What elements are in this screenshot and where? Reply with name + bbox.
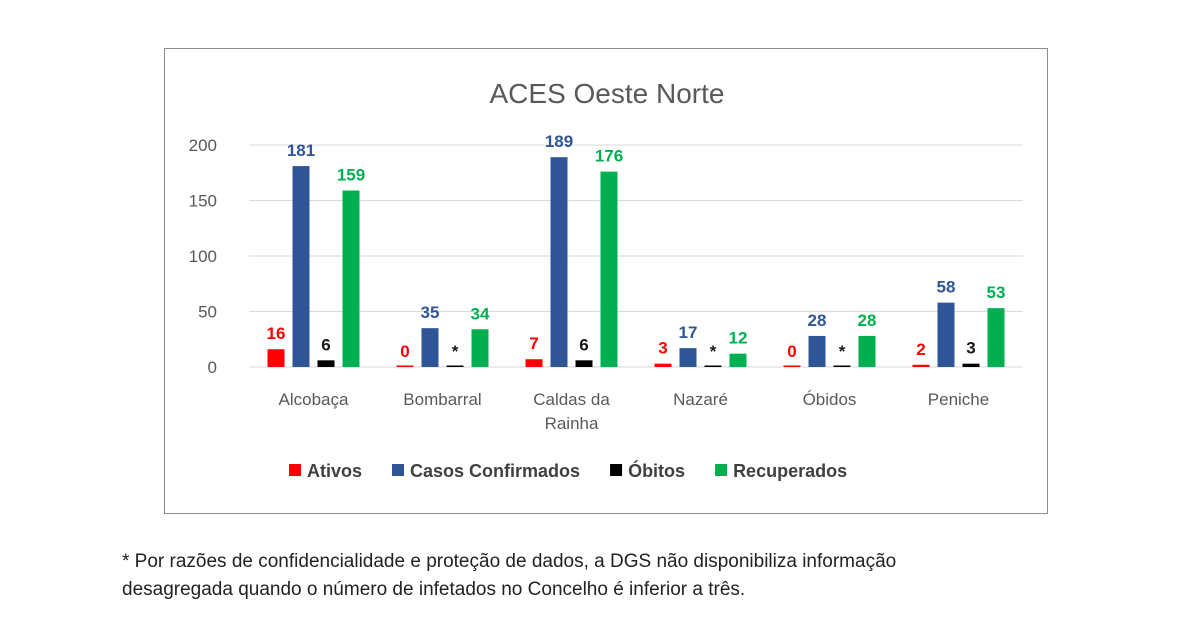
y-tick-label: 150: [189, 192, 217, 211]
bar-óbitos: [446, 365, 464, 367]
data-label: 0: [787, 342, 796, 361]
bar-casos-confirmados: [421, 328, 439, 367]
legend-label: Ativos: [307, 461, 362, 481]
legend-swatch: [715, 464, 728, 476]
bar-óbitos: [833, 365, 851, 367]
data-label: 189: [545, 132, 573, 151]
bar-recuperados: [600, 171, 618, 367]
bar-ativos: [654, 363, 672, 367]
data-label: 53: [987, 283, 1006, 302]
bar-casos-confirmados: [937, 302, 955, 367]
legend-label: Casos Confirmados: [410, 461, 580, 481]
bar-chart: ACES Oeste Norte050100150200161816159Alc…: [189, 78, 1023, 481]
bar-recuperados: [729, 353, 747, 367]
chart-title: ACES Oeste Norte: [490, 78, 725, 109]
data-label: 28: [858, 311, 877, 330]
x-tick-label: Alcobaça: [279, 390, 349, 409]
footnote-line-1: * Por razões de confidencialidade e prot…: [122, 551, 897, 572]
y-tick-label: 0: [208, 358, 217, 377]
data-label: 0: [400, 342, 409, 361]
bar-recuperados: [987, 308, 1005, 367]
y-tick-label: 100: [189, 247, 217, 266]
data-label: 6: [321, 335, 330, 354]
bar-óbitos: [704, 365, 722, 367]
x-tick-label: Rainha: [545, 414, 599, 433]
y-tick-label: 50: [198, 303, 217, 322]
bar-casos-confirmados: [808, 335, 826, 367]
bar-recuperados: [858, 335, 876, 367]
bar-ativos: [267, 349, 285, 367]
data-label: 2: [916, 340, 925, 359]
x-tick-label: Peniche: [928, 390, 989, 409]
bar-óbitos: [317, 360, 335, 367]
data-label: 176: [595, 147, 623, 166]
data-label: 6: [579, 335, 588, 354]
data-label: 159: [337, 166, 365, 185]
bar-ativos: [396, 365, 414, 367]
bar-casos-confirmados: [550, 157, 568, 367]
bar-ativos: [912, 364, 930, 367]
data-label: 28: [808, 311, 827, 330]
x-tick-label: Nazaré: [673, 390, 728, 409]
chart-frame: ACES Oeste Norte 0 50 100 150 200 16 181 6 159 Alc…: [164, 48, 1048, 514]
legend-swatch: [289, 464, 301, 476]
data-label: 17: [679, 323, 698, 342]
data-label: 3: [966, 339, 975, 358]
bar-casos-confirmados: [679, 348, 697, 367]
footnote: * Por razões de confidencialidade e prot…: [122, 548, 1122, 604]
legend-swatch: [392, 464, 405, 476]
y-tick-label: 200: [189, 136, 217, 155]
bar-ativos: [783, 365, 801, 367]
data-label: 12: [729, 329, 748, 348]
x-tick-label: Bombarral: [403, 390, 481, 409]
data-label: *: [710, 342, 717, 361]
legend-swatch: [610, 464, 623, 476]
footnote-line-2: desagregada quando o número de infetados…: [122, 579, 746, 600]
data-label: 181: [287, 141, 315, 160]
bar-ativos: [525, 359, 543, 367]
bar-casos-confirmados: [292, 166, 310, 367]
data-label: *: [839, 342, 846, 361]
data-label: 58: [937, 278, 956, 297]
bar-recuperados: [342, 190, 360, 367]
data-label: 3: [658, 339, 667, 358]
legend-label: Recuperados: [733, 461, 847, 481]
bar-recuperados: [471, 329, 489, 367]
bar-óbitos: [575, 360, 593, 367]
data-label: 16: [267, 324, 286, 343]
data-label: *: [452, 342, 459, 361]
bar-óbitos: [962, 363, 980, 367]
legend-label: Óbitos: [628, 460, 685, 481]
data-label: 7: [529, 334, 538, 353]
data-label: 34: [471, 304, 490, 323]
data-label: 35: [421, 303, 440, 322]
x-tick-label: Óbidos: [803, 390, 857, 409]
x-tick-label: Caldas da: [533, 390, 610, 409]
